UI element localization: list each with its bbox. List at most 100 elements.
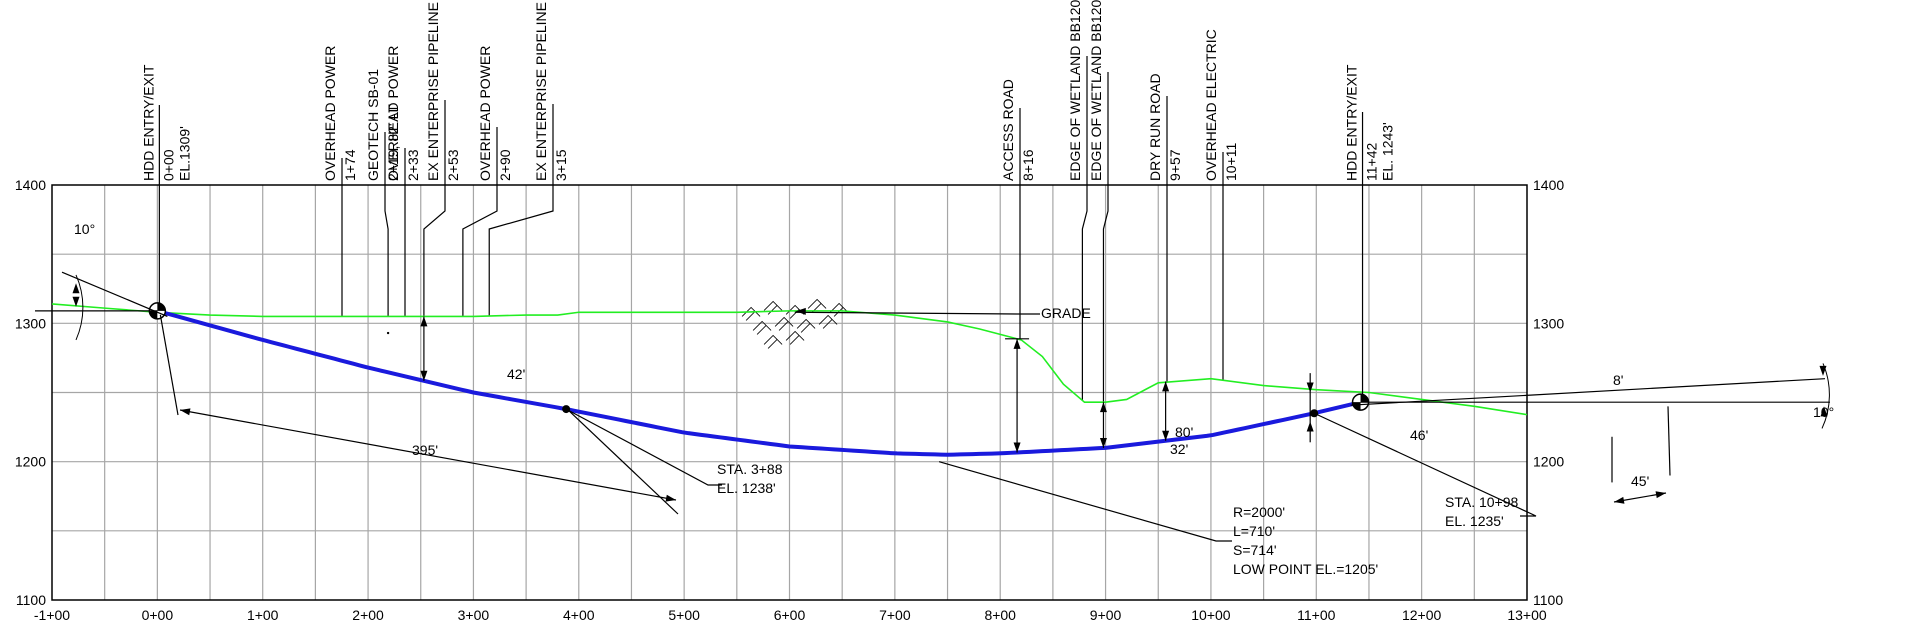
- hatch-stroke: [774, 316, 794, 327]
- exit-label: HDD ENTRY/EXIT: [1344, 64, 1360, 181]
- crossing-label: DRY RUN ROAD: [1147, 73, 1163, 181]
- crossing-label: EDGE OF WETLAND BB120: [1088, 0, 1104, 181]
- entry-station-label: 0+00: [160, 149, 176, 181]
- hatch-stroke: [741, 306, 761, 317]
- dim-32-label: 32': [1170, 441, 1188, 457]
- callout-leader: [423, 100, 446, 317]
- hatch-stroke: [796, 318, 816, 329]
- dim-46-label: 46': [1410, 427, 1428, 443]
- x-tick-label: 13+00: [1507, 607, 1547, 623]
- pt-station-label: STA. 10+98: [1445, 494, 1519, 510]
- dim-45-label: 45': [1631, 473, 1649, 489]
- grade-line: [51, 303, 1528, 416]
- entry-elevation-label: EL.1309': [176, 126, 192, 181]
- right-angle-arrow: [1820, 406, 1828, 417]
- crossing-station-label: 10+11: [1223, 143, 1239, 181]
- hatch-stroke: [763, 334, 783, 345]
- grade-label: GRADE: [1041, 305, 1091, 321]
- dim-45-arrow: [1655, 491, 1666, 499]
- curve-s-label: S=714': [1233, 542, 1277, 558]
- crossing-label: OVERHEAD POWER: [385, 46, 401, 181]
- dim-80-label: 80': [1175, 424, 1193, 440]
- grade-leader-arrow: [795, 307, 806, 315]
- x-tick-label: 11+00: [1297, 607, 1335, 623]
- hatch-stroke: [767, 339, 778, 349]
- x-tick-label: 5+00: [668, 607, 700, 623]
- dim-42-arrow: [420, 316, 428, 327]
- dim-395-arrow: [665, 494, 676, 502]
- curve-low-point-label: LOW POINT EL.=1205': [1233, 561, 1378, 577]
- callout-leader: [462, 127, 498, 317]
- hatch-stroke: [756, 325, 767, 335]
- y-tick-label-right: 1100: [1533, 592, 1563, 608]
- hatch-stroke: [767, 305, 778, 315]
- y-tick-label-right: 1200: [1533, 454, 1564, 470]
- y-tick-label-left: 1200: [15, 454, 46, 470]
- x-tick-label: 7+00: [879, 607, 911, 623]
- crossing-station-label: 1+74: [342, 149, 358, 181]
- callout-leader: [1081, 56, 1088, 401]
- x-tick-label: 1+00: [247, 607, 279, 623]
- curve-length-label: L=710': [1233, 523, 1275, 539]
- profile-annotations: HDD ENTRY/EXIT 0+00 EL.1309' HDD ENTRY/EXIT…: [35, 64, 1834, 577]
- y-tick-label-right: 1300: [1533, 315, 1564, 331]
- x-tick-label: 10+00: [1191, 607, 1231, 623]
- hatch-stroke: [818, 314, 838, 325]
- crossing-station-label: 9+57: [1167, 149, 1183, 181]
- x-tick-label: -1+00: [34, 607, 70, 623]
- dim-45-ext: [1667, 406, 1671, 476]
- left-angle-arrow: [72, 296, 80, 307]
- y-tick-label-left: 1300: [15, 315, 46, 331]
- crossing-station-label: 2+33: [405, 149, 421, 181]
- x-tick-label: 9+00: [1090, 607, 1122, 623]
- hatch-stroke: [763, 300, 783, 311]
- geotech-point: [386, 331, 390, 335]
- hatch-stroke: [752, 320, 772, 331]
- crossing-label: OVERHEAD ELECTRIC: [1203, 29, 1219, 181]
- dim-32-arrow: [1099, 437, 1107, 448]
- crossing-station-label: 8+16: [1020, 149, 1036, 181]
- callout-leader: [384, 132, 389, 317]
- y-tick-label-left: 1400: [15, 177, 46, 193]
- x-tick-label: 3+00: [458, 607, 490, 623]
- callout-leader: [488, 104, 554, 317]
- dim-8-arrow: [1306, 382, 1314, 393]
- pt-elevation-label: EL. 1235': [1445, 513, 1504, 529]
- pc-elevation-label: EL. 1238': [717, 480, 776, 496]
- left-angle-arc: [75, 274, 84, 341]
- dim-32-arrow: [1099, 402, 1107, 413]
- entry-symbol-fill: [149, 310, 158, 319]
- plot-frame: [51, 184, 1528, 601]
- hatch-stroke: [745, 311, 756, 321]
- dim-80-arrow: [1013, 338, 1021, 349]
- pt-leader: [1313, 412, 1537, 517]
- crossing-label: EX ENTERPRISE PIPELINE: [533, 2, 549, 181]
- crossing-label: OVERHEAD POWER: [477, 46, 493, 181]
- crossing-label: ACCESS ROAD: [1000, 79, 1016, 181]
- exit-symbol-fill: [1352, 402, 1361, 411]
- exit-elevation-label: EL. 1243': [1380, 122, 1396, 181]
- exit-station-label: 11+42: [1364, 143, 1380, 181]
- dim-395-arrow: [180, 408, 191, 416]
- crossing-station-label: 3+15: [553, 149, 569, 181]
- hatch-stroke: [833, 307, 844, 317]
- entry-label: HDD ENTRY/EXIT: [140, 64, 156, 181]
- hatch-stroke: [778, 321, 789, 331]
- crossing-label: EDGE OF WETLAND BB120: [1067, 0, 1083, 181]
- dim-46-arrow: [1162, 381, 1170, 392]
- hatch-stroke: [800, 323, 811, 333]
- dim-8-label: 8': [1613, 372, 1623, 388]
- hatch-stroke: [789, 335, 800, 345]
- dim-395-line: [179, 409, 677, 501]
- hatch-stroke: [822, 319, 833, 329]
- x-tick-label: 4+00: [563, 607, 595, 623]
- crossing-station-label: 2+53: [445, 149, 461, 181]
- y-tick-label-left: 1100: [16, 592, 46, 608]
- dim-395-ext: [159, 314, 179, 416]
- dim-42-label: 42': [507, 366, 525, 382]
- hatch-stroke: [785, 330, 805, 341]
- y-tick-label-right: 1400: [1533, 177, 1564, 193]
- crossing-station-label: 2+90: [497, 149, 513, 181]
- right-angle-arrow: [1819, 365, 1827, 376]
- entry-symbol-fill: [157, 302, 166, 311]
